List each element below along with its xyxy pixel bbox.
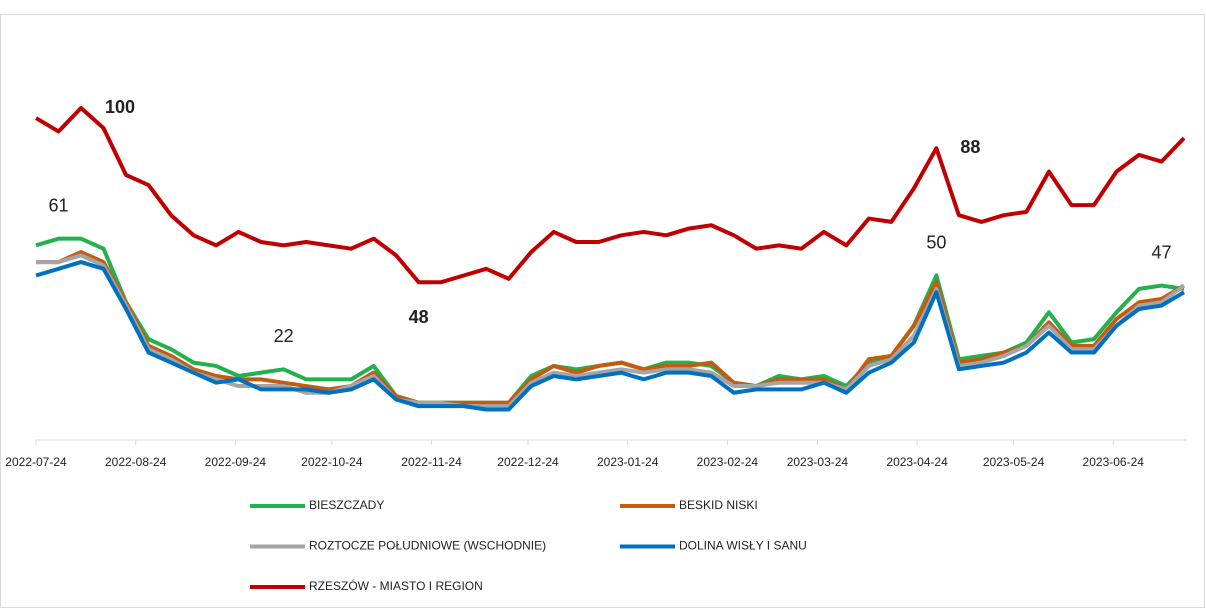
x-tick-label: 2022-12-24	[497, 455, 559, 469]
x-tick-label: 2022-08-24	[105, 455, 167, 469]
legend-label: ROZTOCZE POŁUDNIOWE (WSCHODNIE)	[309, 539, 546, 553]
chart-border	[0, 14, 1205, 608]
x-tick-label: 2023-05-24	[983, 455, 1045, 469]
value-label: 61	[48, 195, 68, 215]
x-tick-label: 2022-11-24	[401, 455, 462, 469]
series-line	[36, 253, 1186, 409]
legend-label: BIESZCZADY	[309, 498, 384, 512]
value-label: 47	[1151, 242, 1171, 262]
series-line	[35, 260, 1186, 412]
value-label: 22	[274, 326, 294, 346]
x-tick-label: 2022-10-24	[301, 455, 363, 469]
x-tick-label: 2023-03-24	[787, 455, 849, 469]
value-label: 48	[409, 307, 429, 327]
legend-label: BESKID NISKI	[679, 498, 758, 512]
x-tick-label: 2023-06-24	[1083, 455, 1145, 469]
series-line	[34, 106, 1186, 285]
value-label: 100	[105, 97, 135, 117]
x-tick-label: 2022-07-24	[5, 455, 67, 469]
x-tick-label: 2022-09-24	[205, 455, 267, 469]
legend-label: RZESZÓW - MIASTO I REGION	[309, 578, 483, 593]
value-label: 50	[926, 232, 946, 252]
series-line	[36, 250, 1186, 405]
x-tick-label: 2023-01-24	[597, 455, 659, 469]
value-label: 88	[960, 137, 980, 157]
x-tick-label: 2023-02-24	[697, 455, 759, 469]
legend-label: DOLINA WISŁY I SANU	[679, 539, 807, 553]
x-tick-label: 2023-04-24	[886, 455, 948, 469]
